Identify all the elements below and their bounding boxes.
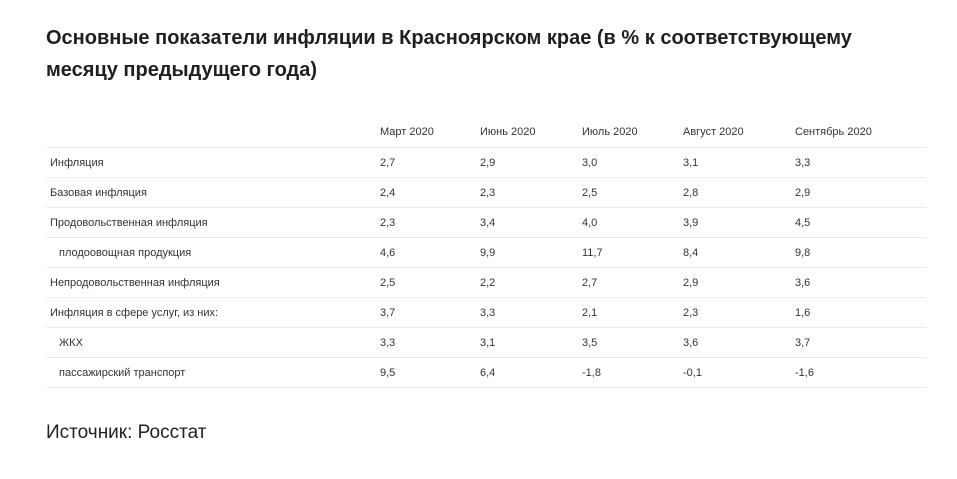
table-cell: 2,7	[380, 147, 480, 178]
column-header: Сентябрь 2020	[795, 117, 926, 148]
row-label: Базовая инфляция	[46, 177, 380, 208]
column-header: Июнь 2020	[480, 117, 582, 148]
table-cell: -0,1	[683, 357, 795, 388]
table-cell: 4,0	[582, 207, 683, 238]
table-cell: 2,3	[380, 207, 480, 238]
source-note: Источник: Росстат	[46, 422, 207, 443]
row-label: Продовольственная инфляция	[46, 207, 380, 238]
table-cell: 3,7	[795, 327, 926, 358]
table-cell: 9,8	[795, 237, 926, 268]
row-label: плодоовощная продукция	[46, 237, 380, 268]
row-label: Непродовольственная инфляция	[46, 267, 380, 298]
table-row: плодоовощная продукция 4,6 9,9 11,7 8,4 9,8	[46, 237, 926, 268]
table-cell: 2,2	[480, 267, 582, 298]
table-cell: 3,5	[582, 327, 683, 358]
table-cell: 2,9	[480, 147, 582, 178]
table-row: ЖКХ 3,3 3,1 3,5 3,6 3,7	[46, 327, 926, 358]
table-cell: 3,4	[480, 207, 582, 238]
table-cell: 3,9	[683, 207, 795, 238]
column-header: Март 2020	[380, 117, 480, 148]
table-cell: 4,5	[795, 207, 926, 238]
table-cell: 3,6	[795, 267, 926, 298]
table-cell: 3,0	[582, 147, 683, 178]
inflation-table: Март 2020 Июнь 2020 Июль 2020 Август 202…	[46, 117, 926, 388]
table-cell: 9,9	[480, 237, 582, 268]
table-cell: 3,7	[380, 297, 480, 328]
table-row: Непродовольственная инфляция 2,5 2,2 2,7 2,9…	[46, 267, 926, 298]
table-cell: 3,1	[683, 147, 795, 178]
table-cell: 3,3	[795, 147, 926, 178]
table-cell: 2,9	[795, 177, 926, 208]
table-cell: 2,8	[683, 177, 795, 208]
table-body: Инфляция 2,7 2,9 3,0 3,1 3,3 Базовая инфляция 2…	[46, 147, 926, 388]
table-row: Инфляция в сфере услуг, из них: 3,7 3,3 2,1…	[46, 297, 926, 328]
table-cell: 8,4	[683, 237, 795, 268]
table-row: пассажирский транспорт 9,5 6,4 -1,8 -0,1 -1,6	[46, 357, 926, 388]
table-cell: 3,3	[480, 297, 582, 328]
table-row: Продовольственная инфляция 2,3 3,4 4,0 3,9 4,…	[46, 207, 926, 238]
column-header	[46, 117, 380, 148]
row-label: Инфляция в сфере услуг, из них:	[46, 297, 380, 328]
table-cell: -1,8	[582, 357, 683, 388]
table-row: Инфляция 2,7 2,9 3,0 3,1 3,3	[46, 147, 926, 178]
table-cell: 9,5	[380, 357, 480, 388]
column-header: Июль 2020	[582, 117, 683, 148]
column-header: Август 2020	[683, 117, 795, 148]
row-label: пассажирский транспорт	[46, 357, 380, 388]
table-cell: 2,7	[582, 267, 683, 298]
table-cell: 2,9	[683, 267, 795, 298]
page-title: Основные показатели инфляции в Красноярс…	[46, 27, 852, 81]
table-header-row: Март 2020 Июнь 2020 Июль 2020 Август 202…	[46, 117, 926, 148]
table-cell: 2,1	[582, 297, 683, 328]
row-label: ЖКХ	[46, 327, 380, 358]
table-cell: 3,1	[480, 327, 582, 358]
table-cell: -1,6	[795, 357, 926, 388]
table-cell: 2,4	[380, 177, 480, 208]
table-cell: 1,6	[795, 297, 926, 328]
table-cell: 6,4	[480, 357, 582, 388]
table-cell: 3,6	[683, 327, 795, 358]
table-cell: 2,3	[480, 177, 582, 208]
table-cell: 4,6	[380, 237, 480, 268]
table-row: Базовая инфляция 2,4 2,3 2,5 2,8 2,9	[46, 177, 926, 208]
row-label: Инфляция	[46, 147, 380, 178]
table-cell: 2,5	[380, 267, 480, 298]
table-cell: 3,3	[380, 327, 480, 358]
table-cell: 2,5	[582, 177, 683, 208]
table-cell: 2,3	[683, 297, 795, 328]
table-cell: 11,7	[582, 237, 683, 268]
